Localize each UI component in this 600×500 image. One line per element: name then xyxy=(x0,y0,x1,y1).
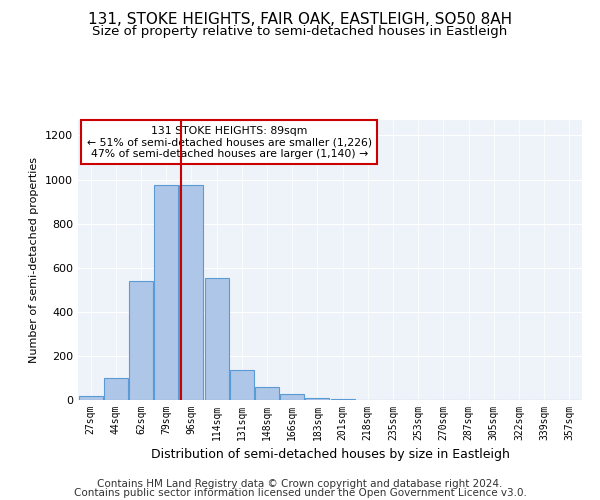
Text: 131 STOKE HEIGHTS: 89sqm
← 51% of semi-detached houses are smaller (1,226)
47% o: 131 STOKE HEIGHTS: 89sqm ← 51% of semi-d… xyxy=(86,126,372,159)
Y-axis label: Number of semi-detached properties: Number of semi-detached properties xyxy=(29,157,40,363)
Bar xyxy=(230,370,254,400)
Bar xyxy=(205,278,229,400)
Text: Size of property relative to semi-detached houses in Eastleigh: Size of property relative to semi-detach… xyxy=(92,25,508,38)
Bar xyxy=(154,185,178,400)
Text: 131, STOKE HEIGHTS, FAIR OAK, EASTLEIGH, SO50 8AH: 131, STOKE HEIGHTS, FAIR OAK, EASTLEIGH,… xyxy=(88,12,512,28)
Bar xyxy=(305,398,329,400)
Bar xyxy=(255,387,279,400)
Bar xyxy=(129,281,153,400)
Bar xyxy=(280,394,304,400)
Bar xyxy=(79,396,103,400)
Bar xyxy=(104,378,128,400)
X-axis label: Distribution of semi-detached houses by size in Eastleigh: Distribution of semi-detached houses by … xyxy=(151,448,509,462)
Text: Contains public sector information licensed under the Open Government Licence v3: Contains public sector information licen… xyxy=(74,488,526,498)
Bar xyxy=(179,185,203,400)
Text: Contains HM Land Registry data © Crown copyright and database right 2024.: Contains HM Land Registry data © Crown c… xyxy=(97,479,503,489)
